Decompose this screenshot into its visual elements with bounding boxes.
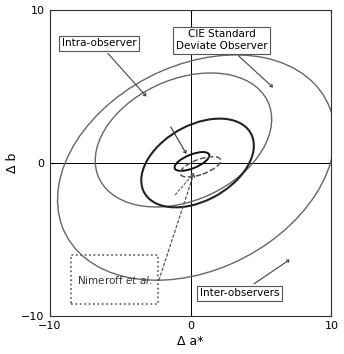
Text: Inter-observers: Inter-observers bbox=[200, 260, 289, 298]
Text: CIE Standard
Deviate Observer: CIE Standard Deviate Observer bbox=[176, 29, 272, 87]
X-axis label: Δ a*: Δ a* bbox=[177, 336, 204, 348]
Y-axis label: Δ b: Δ b bbox=[6, 153, 19, 173]
Text: Nimeroff $\it{et\ al.}$: Nimeroff $\it{et\ al.}$ bbox=[77, 274, 152, 286]
Text: Intra-observer: Intra-observer bbox=[62, 38, 146, 96]
Bar bbox=[71, 255, 158, 304]
